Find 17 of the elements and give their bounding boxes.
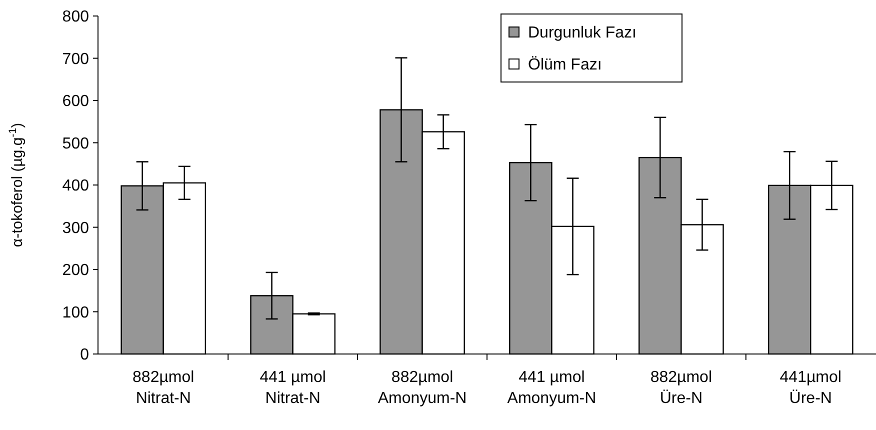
legend-label: Ölüm Fazı — [528, 56, 602, 74]
y-tick-label: 500 — [62, 135, 90, 152]
x-tick-label: 882µmol Amonyum-N — [378, 369, 467, 407]
x-tick-label: 882µmol Nitrat-N — [132, 369, 194, 407]
x-tick-label: 441 µmol Amonyum-N — [507, 369, 596, 407]
y-tick-label: 200 — [62, 262, 90, 280]
y-tick-label: 100 — [62, 304, 90, 322]
y-tick-label: 400 — [62, 178, 90, 195]
x-tick-label: 441µmol Üre-N — [780, 369, 842, 407]
y-tick-label: 700 — [62, 50, 90, 68]
legend-label: Durgunluk Fazı — [528, 24, 636, 42]
y-tick-label: 600 — [62, 93, 90, 110]
y-tick-label: 300 — [62, 220, 90, 237]
y-tick-label: 800 — [62, 8, 90, 26]
x-tick-label: 882µmol Üre-N — [650, 369, 712, 407]
x-tick-label: 441 µmol Nitrat-N — [260, 369, 326, 407]
y-tick-label: 0 — [80, 346, 90, 364]
